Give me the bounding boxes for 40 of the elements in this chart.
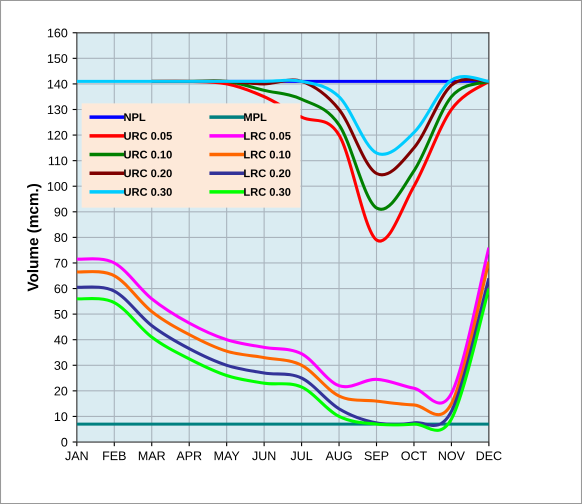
x-tick-label: JUN <box>252 451 276 460</box>
x-tick-label: MAR <box>138 451 166 460</box>
legend-label: URC 0.20 <box>124 169 172 178</box>
x-tick-label: APR <box>176 451 202 460</box>
x-tick-label: MAY <box>214 451 240 460</box>
y-tick-label: 120 <box>48 130 68 140</box>
legend-label: URC 0.10 <box>124 150 172 159</box>
legend-label: LRC 0.20 <box>244 169 290 178</box>
legend-label: LRC 0.05 <box>244 132 291 140</box>
y-tick-label: 160 <box>48 28 68 38</box>
legend-label: NPL <box>124 113 146 122</box>
legend-label: URC 0.05 <box>124 132 172 140</box>
y-tick-label: 30 <box>54 361 68 370</box>
y-tick-label: 50 <box>54 310 68 319</box>
y-tick-label: 20 <box>54 386 68 396</box>
y-tick-label: 150 <box>48 54 68 63</box>
legend-label: URC 0.30 <box>124 188 172 196</box>
legend-label: LRC 0.10 <box>244 150 290 159</box>
x-tick-label: OCT <box>401 451 427 460</box>
x-tick-label: FEB <box>103 451 126 460</box>
x-tick-label: NOV <box>438 451 465 460</box>
x-tick-label: JUL <box>290 451 312 460</box>
y-tick-label: 70 <box>54 258 68 268</box>
x-tick-label: SEP <box>364 451 388 460</box>
y-tick-label: 40 <box>54 335 68 344</box>
y-tick-label: 80 <box>54 233 68 242</box>
y-axis-title: Volume (mcm.) <box>27 184 42 292</box>
x-tick-label: AUG <box>326 451 352 460</box>
y-tick-label: 140 <box>48 80 68 89</box>
y-tick-label: 100 <box>48 182 68 191</box>
y-tick-label: 10 <box>54 412 68 422</box>
y-tick-label: 130 <box>48 105 68 114</box>
y-tick-label: 60 <box>54 284 68 294</box>
y-tick-label: 110 <box>48 156 68 166</box>
legend-label: LRC 0.30 <box>244 188 290 196</box>
x-tick-label: JAN <box>65 451 88 460</box>
y-tick-label: 90 <box>54 208 68 216</box>
x-tick-label: DEC <box>476 451 502 460</box>
legend-label: MPL <box>244 113 266 122</box>
y-tick-label: 0 <box>61 438 68 447</box>
